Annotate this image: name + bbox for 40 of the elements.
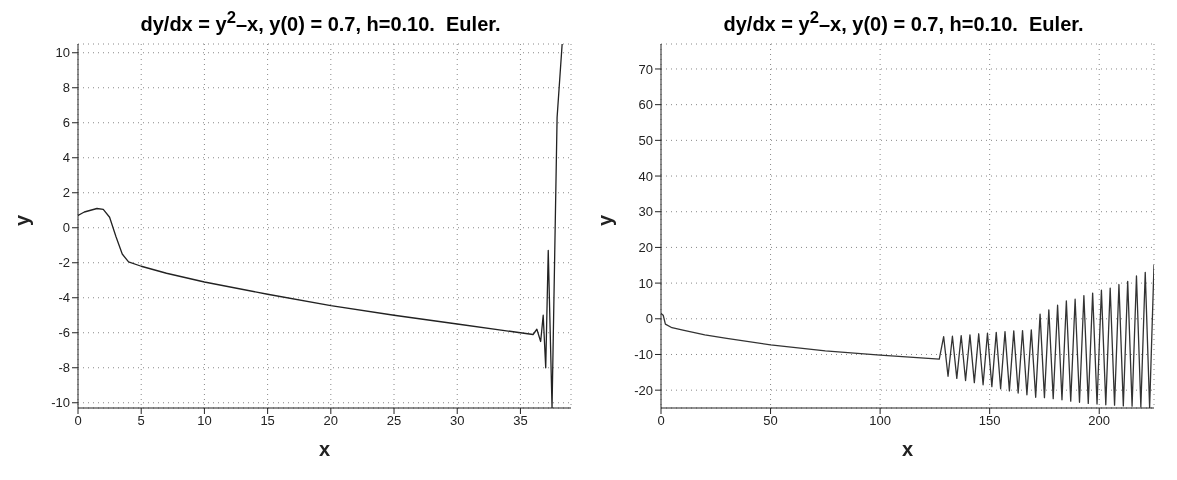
x-tick-label: 0: [657, 413, 665, 429]
x-tick-label: 200: [1088, 413, 1111, 429]
x-tick-label: 100: [869, 413, 891, 429]
x-tick-label: 10: [197, 413, 212, 429]
chart-title: dy/dx = y$^{2}$–x, y(0) = 0.7, h=0.10. Euler.: [139, 8, 502, 37]
y-tick-label: 10: [638, 275, 653, 291]
y-axis-title: y: [11, 214, 34, 226]
x-axis-title: x: [318, 438, 331, 460]
y-axis-title: y: [594, 214, 617, 226]
y-tick-label: 8: [62, 80, 70, 96]
y-tick-label: 50: [638, 132, 653, 148]
y-tick-label: 70: [638, 61, 653, 77]
y-tick-label: 0: [645, 311, 653, 327]
y-tick-label: 0: [62, 220, 70, 236]
y-tick-label: -20: [634, 382, 653, 398]
y-tick-label: 2: [62, 185, 70, 201]
y-tick-label: -2: [58, 255, 70, 271]
x-axis-title: x: [901, 438, 914, 460]
x-tick-label: 0: [74, 413, 82, 429]
x-tick-label: 5: [137, 413, 145, 429]
y-tick-label: 4: [62, 150, 70, 166]
y-tick-label: 20: [638, 240, 653, 256]
x-tick-label: 50: [763, 413, 778, 429]
y-tick-label: -8: [58, 360, 70, 376]
y-tick-label: -10: [634, 347, 653, 363]
x-tick-label: 30: [450, 413, 465, 429]
y-tick-label: 40: [638, 168, 653, 184]
y-tick-label: -10: [51, 395, 70, 411]
x-tick-label: 20: [323, 413, 339, 429]
y-tick-label: -4: [58, 290, 70, 306]
chart-title: dy/dx = y$^{2}$–x, y(0) = 0.7, h=0.10. Euler.: [722, 8, 1085, 37]
y-tick-label: 30: [638, 204, 653, 220]
x-tick-label: 15: [260, 413, 275, 429]
x-tick-label: 150: [978, 413, 1001, 429]
y-tick-label: -6: [58, 325, 70, 341]
y-tick-label: 6: [62, 115, 70, 131]
x-tick-label: 25: [386, 413, 402, 429]
x-tick-label: 35: [513, 413, 528, 429]
y-tick-label: 10: [55, 45, 70, 61]
y-tick-label: 60: [638, 97, 653, 113]
